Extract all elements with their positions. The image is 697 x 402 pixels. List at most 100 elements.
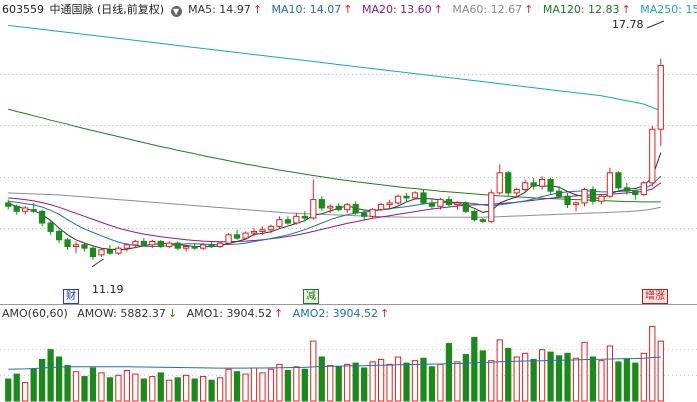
candle-down bbox=[39, 210, 46, 224]
candle-down bbox=[471, 210, 478, 221]
volume-bar-down bbox=[361, 367, 368, 402]
volume-bar-up bbox=[216, 377, 224, 402]
candle-down bbox=[555, 190, 563, 197]
candle-down bbox=[318, 199, 325, 209]
ma250-legend: MA250: 15.5◇ bbox=[640, 3, 697, 16]
candle-up bbox=[598, 195, 605, 202]
candle-down bbox=[81, 244, 88, 249]
volume-bar-up bbox=[276, 363, 283, 402]
candle-down bbox=[589, 189, 597, 202]
volume-header: AMO(60,60) AMOW: 5882.37 ↓ AMO1: 3904.52 ↑… bbox=[0, 305, 697, 323]
candle-down bbox=[361, 212, 368, 217]
candle-down bbox=[505, 172, 512, 194]
candle-down bbox=[564, 195, 571, 206]
volume-bar-down bbox=[420, 357, 427, 402]
volume-bar-up bbox=[200, 376, 207, 402]
volume-bar-down bbox=[479, 350, 486, 402]
pane-divider bbox=[0, 304, 697, 305]
volume-bar-down bbox=[5, 378, 12, 402]
high-pointer bbox=[646, 20, 665, 29]
volume-bar-down bbox=[564, 352, 571, 402]
ma60-legend: MA60: 12.67 ↑ bbox=[452, 3, 534, 16]
candle-down bbox=[55, 230, 63, 241]
volume-bar-up bbox=[581, 341, 588, 402]
candle-down bbox=[335, 205, 342, 211]
candle-up bbox=[293, 215, 300, 224]
candle-down bbox=[30, 209, 37, 212]
volume-bar-down bbox=[208, 379, 215, 402]
volume-bar-up bbox=[293, 366, 300, 402]
volume-bar-down bbox=[471, 336, 478, 402]
candle-up bbox=[115, 247, 122, 254]
candle-down bbox=[208, 244, 215, 247]
candle-up bbox=[377, 204, 385, 211]
candle-up bbox=[538, 178, 546, 187]
candle-up bbox=[649, 128, 656, 184]
candle-up bbox=[310, 199, 317, 219]
candle-up bbox=[513, 189, 520, 194]
candle-down bbox=[106, 249, 114, 254]
marker-increase[interactable]: 增涨 bbox=[642, 289, 668, 304]
settings-caret-icon[interactable]: ▼ bbox=[170, 6, 182, 17]
candle-up bbox=[581, 189, 588, 204]
ma250-line bbox=[8, 24, 661, 112]
volume-bar-up bbox=[657, 340, 664, 402]
volume-bar-up bbox=[394, 356, 402, 402]
candle-down bbox=[632, 190, 639, 196]
amo1-legend: AMO1: 3904.52 ↑ bbox=[186, 307, 284, 320]
volume-bar-down bbox=[615, 361, 622, 402]
volume-bar-down bbox=[623, 358, 630, 402]
volume-bar-down bbox=[505, 347, 512, 402]
volume-bar-up bbox=[377, 358, 385, 402]
volume-bar-down bbox=[106, 377, 114, 402]
volume-bar-down bbox=[233, 371, 241, 402]
volume-bar-up bbox=[242, 373, 249, 402]
volume-bar-down bbox=[335, 366, 342, 402]
candle-up bbox=[606, 172, 614, 197]
candle-down bbox=[64, 239, 71, 247]
amo2-legend: AMO2: 3904.52 ↑ bbox=[292, 307, 390, 320]
ma10-line bbox=[8, 175, 662, 248]
volume-bar-up bbox=[386, 363, 393, 402]
price-chart[interactable] bbox=[0, 18, 697, 304]
volume-bar-down bbox=[39, 358, 46, 402]
candle-down bbox=[233, 234, 241, 239]
volume-bar-down bbox=[318, 356, 325, 402]
volume-bar-down bbox=[81, 376, 88, 402]
candle-up bbox=[166, 242, 173, 247]
marker-finance[interactable]: 财 bbox=[63, 289, 79, 304]
marker-reduce[interactable]: 减 bbox=[303, 289, 319, 304]
volume-chart[interactable] bbox=[0, 322, 697, 402]
volume-bar-up bbox=[72, 371, 80, 402]
volume-bar-up bbox=[437, 363, 444, 402]
candle-down bbox=[284, 219, 292, 224]
volume-bar-down bbox=[547, 351, 554, 402]
candle-down bbox=[13, 205, 20, 212]
candle-down bbox=[403, 195, 410, 199]
volume-bar-up bbox=[22, 382, 29, 402]
ma120-legend: MA120: 12.83 ↑ bbox=[542, 3, 631, 16]
volume-bar-up bbox=[640, 352, 647, 402]
volume-bar-up bbox=[522, 352, 529, 402]
volume-bar-up bbox=[259, 372, 266, 402]
volume-bar-down bbox=[589, 356, 597, 402]
candle-up bbox=[72, 244, 80, 247]
volume-bar-up bbox=[496, 339, 503, 402]
volume-bar-up bbox=[98, 372, 105, 402]
volume-bar-up bbox=[598, 360, 605, 402]
candle-up bbox=[242, 232, 249, 239]
volume-bar-down bbox=[174, 377, 181, 402]
volume-bar-up bbox=[225, 368, 232, 402]
volume-bar-up bbox=[649, 325, 656, 402]
volume-bar-up bbox=[411, 360, 419, 402]
candle-up bbox=[394, 195, 402, 204]
candle-up bbox=[522, 182, 529, 191]
candle-down bbox=[623, 187, 630, 192]
candle-down bbox=[191, 245, 198, 249]
amow-legend: AMOW: 5882.37 ↓ bbox=[77, 307, 178, 320]
chart-mode: (日线,前复权) bbox=[97, 3, 165, 16]
volume-bar-up bbox=[327, 365, 334, 402]
candle-down bbox=[140, 240, 147, 246]
volume-bar-down bbox=[55, 356, 63, 402]
candle-up bbox=[496, 172, 503, 194]
